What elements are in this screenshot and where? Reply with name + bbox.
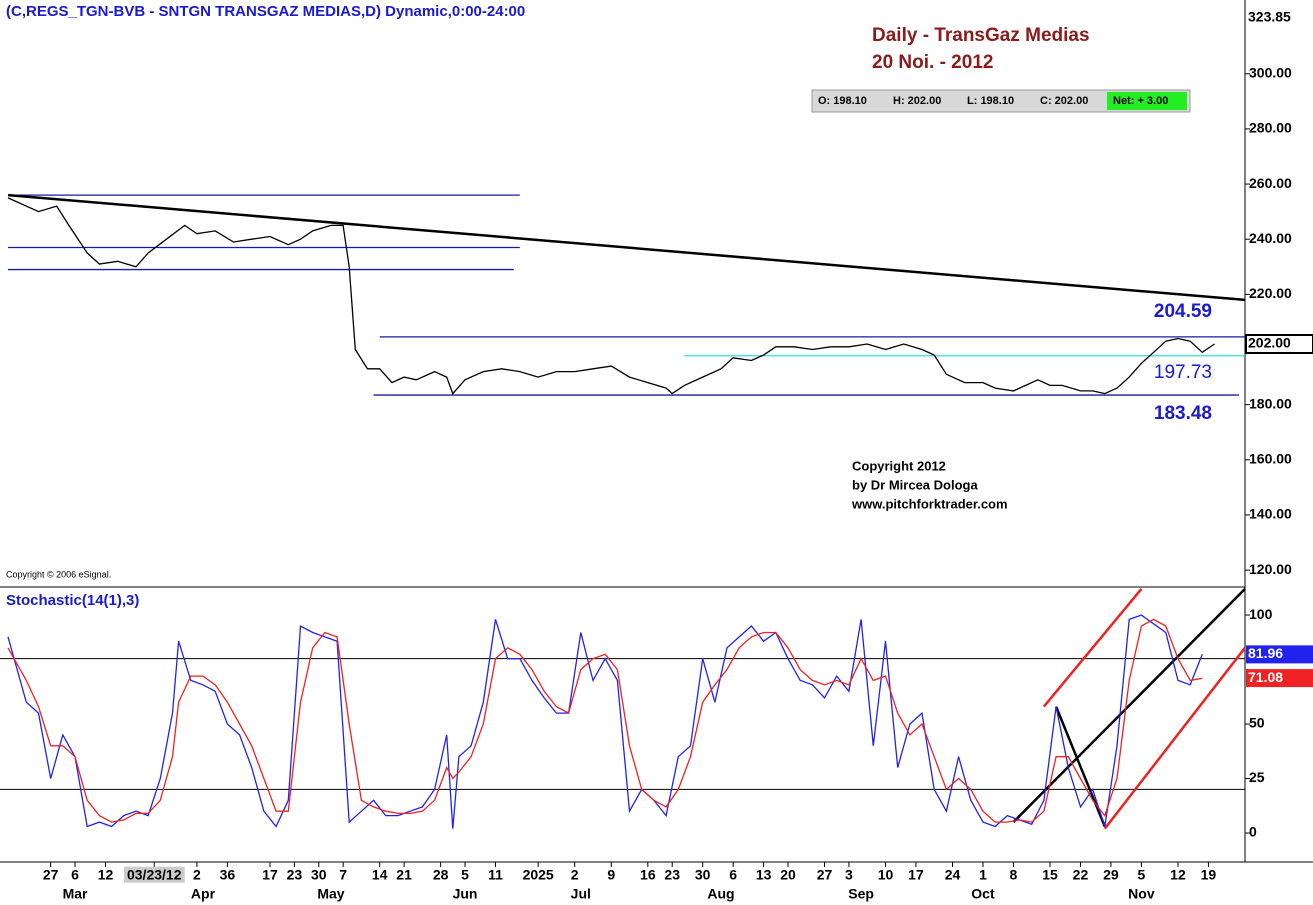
- copyright: www.pitchforktrader.com: [851, 496, 1008, 511]
- y-tick-label: 180.00: [1249, 395, 1292, 411]
- month-label: Aug: [707, 886, 734, 902]
- x-tick-label: 9: [607, 867, 615, 883]
- y-tick-label: 100: [1249, 606, 1273, 622]
- y-tick-label: 160.00: [1249, 451, 1292, 467]
- month-label: May: [317, 886, 344, 902]
- last-value-box: [1246, 645, 1313, 664]
- quote-low: L: 198.10: [967, 95, 1014, 107]
- x-tick-label: 30: [311, 867, 327, 883]
- trendline: [1012, 588, 1246, 823]
- x-tick-label: 2025: [523, 867, 554, 883]
- x-tick-label: 30: [695, 867, 711, 883]
- x-tick-label: 27: [817, 867, 833, 883]
- y-tick-label: 240.00: [1249, 230, 1292, 246]
- level-label: 183.48: [1154, 403, 1212, 424]
- x-tick-label: 29: [1103, 867, 1119, 883]
- x-tick-label: 27: [43, 867, 59, 883]
- x-tick-label: 23: [664, 867, 680, 883]
- x-tick-label: 14: [372, 867, 388, 883]
- top-value-label: 323.85: [1248, 9, 1291, 25]
- y-tick-label: 120.00: [1249, 561, 1292, 577]
- annotation: Daily - TransGaz Medias: [872, 25, 1090, 46]
- series-line: [7, 614, 1203, 829]
- x-tick-label: 36: [220, 867, 236, 883]
- trendline: [7, 193, 1246, 302]
- x-tick-label: 23: [287, 867, 303, 883]
- month-label: Sep: [848, 886, 874, 902]
- x-tick-highlight: [123, 866, 185, 883]
- month-label: Oct: [971, 886, 995, 902]
- net-highlight: [1107, 92, 1187, 110]
- month-label: Nov: [1128, 886, 1155, 902]
- series-line: [7, 618, 1203, 823]
- y-tick-label: 25: [1249, 769, 1265, 785]
- x-tick-label: 15: [1042, 867, 1058, 883]
- last-value-label: 81.96: [1248, 645, 1283, 661]
- x-tick-label: 16: [640, 867, 656, 883]
- x-tick-label: 6: [71, 867, 79, 883]
- x-tick-label: 28: [433, 867, 449, 883]
- x-tick-label: 5: [461, 867, 469, 883]
- y-tick-label: 280.00: [1249, 120, 1292, 136]
- x-tick-label: 19: [1201, 867, 1217, 883]
- trendline: [1042, 588, 1143, 708]
- quote-box: [811, 89, 1191, 113]
- panel-title: Stochastic(14(1),3): [6, 592, 139, 609]
- x-tick-label: 13: [756, 867, 772, 883]
- chart-title: (C,REGS_TGN-BVB - SNTGN TRANSGAZ MEDIAS,…: [6, 3, 525, 20]
- x-tick-label: 2: [193, 867, 201, 883]
- month-label: Jun: [453, 886, 478, 902]
- x-tick-label: 03/23/12: [127, 867, 182, 883]
- x-tick-label: 17: [262, 867, 278, 883]
- x-tick-label: 7: [339, 867, 347, 883]
- y-tick-label: 140.00: [1249, 506, 1292, 522]
- quote-high: H: 202.00: [893, 95, 941, 107]
- x-tick-label: 12: [1170, 867, 1186, 883]
- copyright: Copyright 2012: [852, 458, 946, 473]
- level-label: 204.59: [1154, 301, 1212, 322]
- quote-close: C: 202.00: [1040, 95, 1088, 107]
- last-value-label: 202.00: [1248, 335, 1291, 351]
- x-tick-label: 12: [98, 867, 114, 883]
- trendline: [1054, 706, 1106, 827]
- trendline: [1103, 647, 1246, 830]
- x-tick-label: 1: [979, 867, 987, 883]
- source-note: Copyright © 2006 eSignal.: [6, 569, 111, 579]
- x-tick-label: 20: [780, 867, 796, 883]
- series-line: [7, 197, 1215, 395]
- level-label: 197.73: [1154, 362, 1212, 383]
- y-tick-label: 0: [1249, 824, 1257, 840]
- x-tick-label: 2: [571, 867, 579, 883]
- last-value-box: [1245, 333, 1313, 354]
- month-label: Jul: [571, 886, 591, 902]
- x-tick-label: 11: [488, 867, 503, 883]
- annotation: 20 Noi. - 2012: [872, 52, 993, 73]
- x-tick-label: 22: [1073, 867, 1089, 883]
- x-tick-label: 3: [845, 867, 853, 883]
- x-tick-label: 21: [396, 867, 412, 883]
- y-tick-label: 220.00: [1249, 285, 1292, 301]
- x-tick-label: 17: [908, 867, 924, 883]
- copyright: by Dr Mircea Dologa: [852, 477, 978, 492]
- quote-net: Net: + 3.00: [1113, 95, 1168, 107]
- x-tick-label: 5: [1138, 867, 1146, 883]
- last-value-label: 71.08: [1248, 669, 1283, 685]
- y-tick-label: 300.00: [1249, 64, 1292, 80]
- quote-open: O: 198.10: [818, 95, 867, 107]
- x-tick-label: 10: [878, 867, 894, 883]
- x-tick-label: 6: [729, 867, 737, 883]
- month-label: Apr: [191, 886, 216, 902]
- x-tick-label: 8: [1010, 867, 1018, 883]
- last-value-box: [1246, 669, 1313, 688]
- y-tick-label: 260.00: [1249, 175, 1292, 191]
- x-tick-label: 24: [945, 867, 961, 883]
- month-label: Mar: [63, 886, 88, 902]
- y-tick-label: 50: [1249, 715, 1265, 731]
